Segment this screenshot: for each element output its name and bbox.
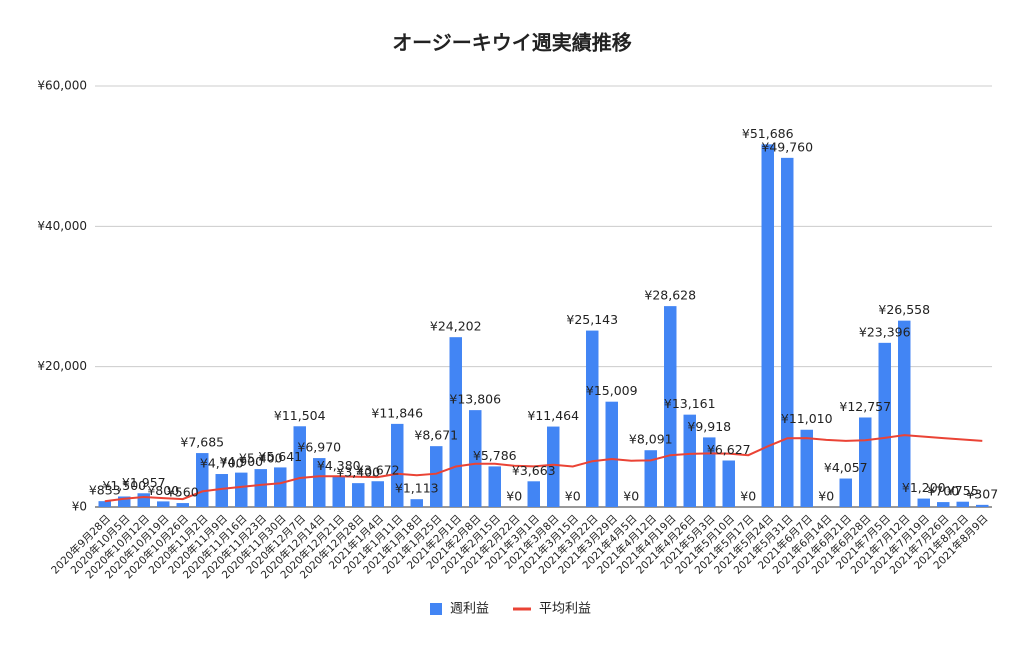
data-label: ¥6,970 [297,440,341,455]
data-label: ¥6,627 [707,442,751,457]
data-label: ¥5,400 [239,451,283,466]
data-label: ¥1,200 [902,480,946,495]
bar [449,337,462,507]
data-label: ¥4,057 [824,460,868,475]
bar [488,466,501,507]
legend-swatch [430,603,442,615]
data-label: ¥4,700 [200,456,244,471]
bar [118,496,131,507]
data-label: ¥700 [927,484,959,499]
legend-label: 平均利益 [539,602,591,617]
data-label: ¥24,202 [430,319,482,334]
data-label: ¥8,091 [629,432,673,447]
data-label: ¥800 [147,483,179,498]
data-label: ¥0 [623,489,639,504]
bar [430,446,443,507]
bar [761,144,774,508]
bar [703,437,716,507]
data-label: ¥307 [966,486,998,501]
bar [898,320,911,507]
bar [839,478,852,507]
bar [644,450,657,507]
data-label: ¥15,009 [586,383,638,398]
bar [605,401,618,507]
data-label: ¥5,786 [473,448,517,463]
bar [937,502,950,507]
bar [293,426,306,507]
bar [352,483,365,507]
bar [215,474,228,507]
bar [371,481,384,507]
bar [878,342,891,507]
bar [469,410,482,507]
data-label: ¥3,663 [512,463,556,478]
bar [586,330,599,507]
data-label: ¥23,396 [859,324,911,339]
data-label: ¥9,918 [687,419,731,434]
data-label: ¥755 [947,483,979,498]
bar [976,504,989,507]
data-label: ¥0 [506,489,522,504]
data-label: ¥833 [89,483,121,498]
data-label: ¥26,558 [878,302,930,317]
data-label: ¥11,010 [781,411,833,426]
bar [800,429,813,507]
average-line [104,434,983,503]
data-label: ¥0 [565,489,581,504]
data-label: ¥1,500 [102,478,146,493]
data-label: ¥51,686 [742,126,794,141]
y-tick-label: ¥0 [72,500,87,514]
bar [683,414,696,507]
bar [235,472,248,507]
data-label: ¥8,671 [414,428,458,443]
bar [527,481,540,507]
data-label: ¥3,672 [356,463,400,478]
data-label: ¥25,143 [566,312,618,327]
data-label: ¥4,900 [219,454,263,469]
data-label: ¥0 [818,489,834,504]
y-tick-label: ¥60,000 [37,79,87,93]
bar [274,467,287,507]
legend-label: 週利益 [450,602,489,617]
chart-title: オージーキウイ週実績推移 [392,31,632,55]
data-label: ¥12,757 [839,399,891,414]
y-tick-label: ¥20,000 [37,359,87,373]
bar [332,476,345,507]
bar [917,498,930,507]
bar [313,458,326,507]
data-label: ¥560 [167,485,199,500]
data-label: ¥11,504 [274,408,326,423]
y-tick-label: ¥40,000 [37,219,87,233]
data-label: ¥7,685 [180,435,224,450]
data-label: ¥4,380 [317,458,361,473]
bar [98,501,111,507]
data-label: ¥1,113 [395,481,439,496]
data-label: ¥1,957 [122,475,166,490]
bar [254,469,267,507]
data-label: ¥13,806 [449,392,501,407]
bar [391,423,404,507]
data-label: ¥11,846 [371,405,423,420]
bar [547,426,560,507]
bar [956,501,969,507]
data-label: ¥5,641 [258,449,302,464]
data-label: ¥28,628 [644,288,696,303]
bar [781,157,794,508]
bar [157,501,170,507]
bar [410,499,423,507]
data-label: ¥11,464 [527,408,579,423]
data-label: ¥49,760 [761,139,813,154]
data-label: ¥13,161 [664,396,716,411]
data-label: ¥3,400 [336,465,380,480]
bar [722,460,735,507]
bar [176,503,189,507]
data-label: ¥0 [740,489,756,504]
